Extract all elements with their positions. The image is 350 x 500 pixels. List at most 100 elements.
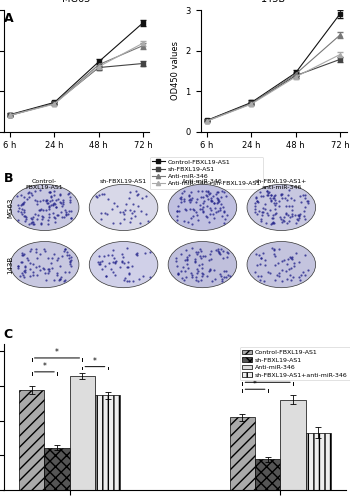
Point — [267, 269, 273, 277]
Point — [283, 210, 289, 218]
Point — [58, 208, 64, 216]
Point — [110, 246, 116, 254]
Point — [45, 269, 50, 277]
Point — [49, 254, 55, 262]
Point — [255, 198, 261, 206]
Point — [253, 250, 259, 258]
Point — [279, 266, 285, 274]
Point — [197, 206, 203, 214]
Point — [206, 190, 212, 198]
Point — [18, 208, 23, 216]
Point — [215, 196, 221, 203]
Point — [28, 220, 34, 228]
Point — [260, 250, 266, 258]
Point — [189, 214, 194, 222]
Point — [22, 263, 28, 271]
Point — [112, 258, 118, 266]
Point — [198, 276, 204, 284]
Point — [64, 251, 70, 259]
Point — [198, 248, 204, 256]
Point — [43, 206, 49, 214]
Point — [192, 257, 198, 265]
Text: B: B — [4, 172, 13, 186]
Ellipse shape — [168, 242, 237, 288]
Point — [68, 262, 74, 270]
Point — [67, 196, 72, 203]
Point — [288, 264, 294, 272]
Point — [299, 198, 304, 206]
Bar — [306, 432, 331, 490]
Point — [268, 196, 274, 204]
Point — [191, 206, 197, 214]
Point — [15, 262, 21, 270]
Point — [119, 258, 125, 266]
Point — [43, 196, 49, 204]
Point — [27, 246, 33, 254]
Point — [183, 273, 189, 281]
Point — [199, 272, 204, 280]
Point — [278, 214, 284, 222]
Point — [36, 262, 42, 270]
Point — [306, 198, 311, 205]
Point — [29, 190, 35, 198]
Point — [125, 258, 131, 266]
Point — [186, 250, 192, 258]
Point — [200, 270, 205, 278]
Point — [272, 252, 278, 260]
Point — [208, 254, 213, 262]
Point — [294, 214, 300, 222]
Point — [46, 202, 52, 210]
Point — [174, 262, 180, 270]
Point — [200, 199, 206, 207]
Point — [252, 205, 258, 213]
Point — [48, 188, 53, 196]
Point — [198, 194, 204, 202]
Point — [55, 196, 61, 203]
Point — [197, 245, 203, 253]
Point — [188, 196, 194, 203]
Point — [50, 208, 56, 216]
Point — [61, 247, 66, 255]
Point — [102, 262, 108, 270]
Point — [206, 256, 211, 264]
Point — [205, 195, 211, 203]
Point — [252, 268, 258, 276]
Point — [119, 256, 125, 264]
Point — [184, 256, 190, 264]
Point — [23, 213, 29, 221]
Point — [126, 270, 132, 278]
Point — [186, 218, 191, 226]
Point — [286, 210, 291, 218]
Point — [57, 275, 63, 283]
Point — [257, 260, 263, 268]
Point — [262, 262, 268, 270]
Point — [271, 198, 277, 206]
Bar — [230, 417, 255, 490]
Point — [56, 276, 62, 283]
Point — [104, 210, 110, 218]
Point — [66, 189, 72, 197]
Point — [19, 269, 24, 277]
Point — [108, 264, 113, 272]
Point — [208, 206, 214, 214]
Point — [67, 260, 73, 268]
Point — [179, 189, 184, 197]
Text: *: * — [253, 380, 257, 388]
Point — [196, 262, 202, 270]
Bar — [70, 376, 95, 490]
Point — [195, 277, 201, 285]
Point — [59, 214, 65, 222]
Point — [119, 250, 124, 258]
Point — [57, 262, 63, 270]
Point — [51, 187, 57, 195]
Point — [117, 208, 123, 216]
Point — [138, 219, 143, 227]
Point — [204, 202, 210, 210]
Point — [181, 264, 186, 272]
Point — [118, 263, 123, 271]
Point — [147, 272, 153, 280]
Point — [221, 273, 227, 281]
Point — [138, 208, 144, 216]
Point — [178, 266, 184, 274]
Point — [57, 198, 63, 206]
